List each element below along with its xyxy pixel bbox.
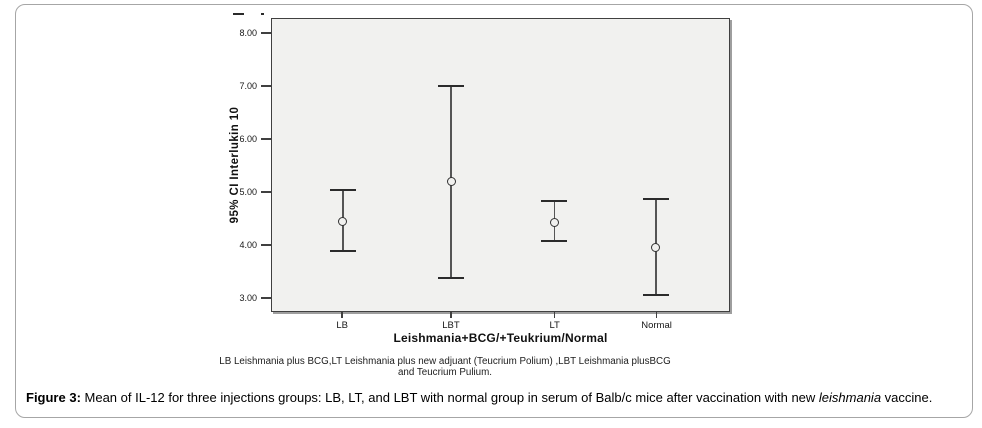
error-bar-cap-upper (642, 198, 669, 201)
y-tick-mark (261, 297, 271, 299)
plot-area (271, 18, 730, 312)
y-tick-mark (261, 138, 271, 140)
mean-marker (549, 217, 559, 227)
y-tick-label: 3.00 (239, 293, 257, 304)
error-bar-cap-lower (642, 293, 669, 296)
error-bar-cap-lower (541, 239, 568, 242)
footnote-line-2: and Teucrium Pulium. (397, 367, 493, 378)
y-tick-label: 4.00 (239, 240, 257, 251)
x-tick-mark (655, 312, 658, 318)
error-bar-cap-upper (541, 200, 568, 203)
mean-marker (651, 243, 661, 253)
error-bar-cap-upper (329, 189, 356, 192)
y-tick-mark (261, 85, 271, 87)
caption-italic-term: leishmania (818, 390, 882, 405)
y-tick-mark (261, 244, 271, 246)
caption-label: Figure 3: (26, 390, 81, 405)
y-tick-label: 6.00 (239, 133, 257, 144)
y-tick-label: 5.00 (239, 187, 257, 198)
caption-body: Mean of IL-12 for three injections group… (80, 390, 819, 405)
y-tick-label: 8.00 (239, 27, 257, 38)
x-category-label: Normal (641, 320, 672, 331)
clipped-top-tick-artifact (233, 13, 244, 15)
y-tick-mark (261, 32, 271, 34)
x-axis-title: Leishmania+BCG/+Teukrium/Normal (393, 331, 608, 345)
x-tick-mark (553, 312, 556, 318)
mean-marker (338, 216, 348, 226)
error-bar-cap-upper (438, 84, 465, 87)
figure-caption: Figure 3: Mean of IL-12 for three inject… (26, 390, 946, 406)
y-tick-label: 7.00 (239, 80, 257, 91)
error-bar-cap-lower (438, 276, 465, 279)
x-tick-mark (341, 312, 343, 318)
clipped-top-tick-artifact-dot (261, 13, 264, 15)
chart-footnote: LB Leishmania plus BCG,LT Leishmania plu… (95, 356, 795, 378)
error-bar-cap-lower (329, 250, 356, 253)
x-category-label: LT (549, 320, 560, 331)
x-axis-ticks: LB LBT LT Normal (271, 312, 730, 338)
footnote-line-1: LB Leishmania plus BCG,LT Leishmania plu… (219, 356, 671, 367)
mean-marker (446, 176, 456, 186)
x-category-label: LBT (442, 320, 460, 331)
caption-end: vaccine. (881, 390, 933, 405)
x-tick-mark (450, 312, 452, 318)
y-tick-mark (261, 191, 271, 193)
y-axis-ticks: 3.00 4.00 5.00 6.00 7.00 8.00 (224, 18, 271, 312)
x-category-label: LB (336, 320, 348, 331)
